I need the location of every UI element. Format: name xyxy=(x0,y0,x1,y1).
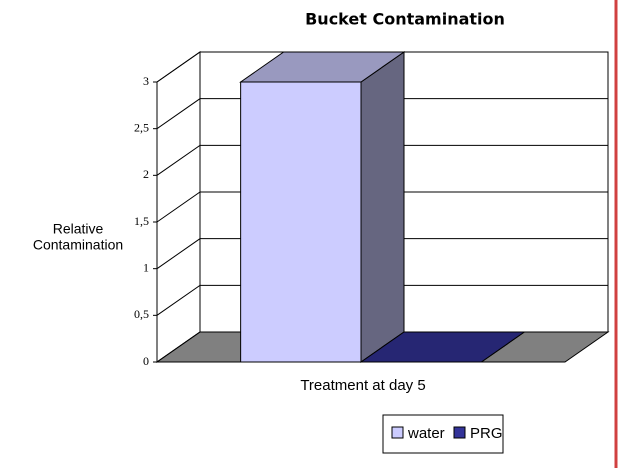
y-axis-label: Relative xyxy=(53,221,104,237)
grid-line xyxy=(156,191,608,223)
x-axis-label: Treatment at day 5 xyxy=(300,377,425,394)
grid-line xyxy=(156,238,608,270)
y-tick-label: 2 xyxy=(143,167,149,181)
legend-label: water xyxy=(407,425,445,442)
y-axis-label: Contamination xyxy=(33,237,123,253)
y-tick-label: 2,5 xyxy=(134,120,149,134)
bar xyxy=(240,81,362,363)
y-tick-label: 1,5 xyxy=(134,214,149,228)
grid-line xyxy=(156,144,608,176)
grid-line xyxy=(156,98,608,130)
bar-top xyxy=(239,51,406,83)
y-tick-label: 1 xyxy=(143,260,149,274)
legend-swatch xyxy=(391,426,404,439)
legend xyxy=(382,414,504,454)
legend-swatch xyxy=(453,426,466,439)
grid-line xyxy=(156,51,608,83)
y-tick-label: 0 xyxy=(143,354,149,368)
chart-title: Bucket Contamination xyxy=(305,10,505,29)
bar-side xyxy=(360,51,405,363)
grid-line xyxy=(156,284,608,316)
legend-label: PRG xyxy=(470,425,503,442)
y-tick-label: 3 xyxy=(143,74,149,88)
y-tick-label: 0,5 xyxy=(134,307,149,321)
